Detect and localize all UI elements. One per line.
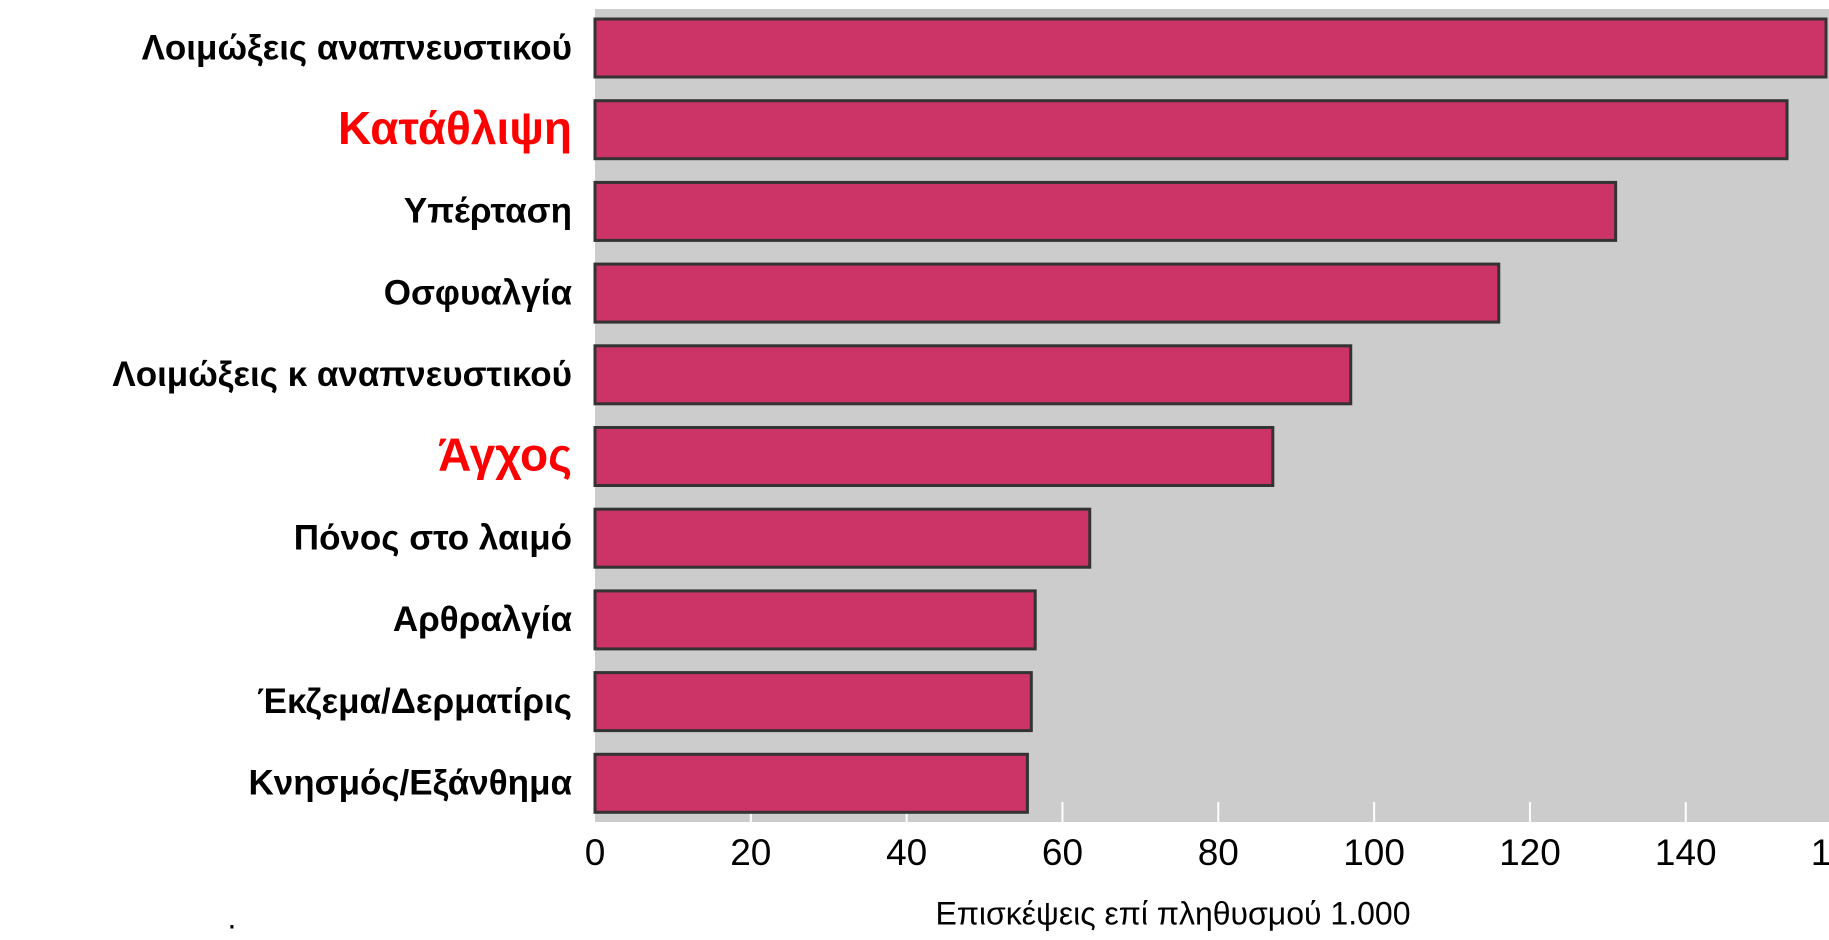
x-axis-title: Επισκέψεις επί πληθυσμού 1.000 [935, 895, 1410, 931]
bar [593, 99, 1789, 161]
bar [593, 180, 1618, 242]
x-tick-label: 80 [1198, 832, 1239, 873]
y-tick-label: Λοιμώξεις αναπνευστικού [142, 28, 572, 67]
x-tick-label: 120 [1499, 832, 1561, 873]
y-tick-label: Αρθραλγία [393, 600, 573, 639]
bar [593, 752, 1029, 814]
x-tick-label: 40 [886, 832, 927, 873]
bar [593, 671, 1033, 733]
x-tick-label: 60 [1042, 832, 1083, 873]
bar [593, 426, 1275, 487]
y-tick-label: Λοιμώξεις κ αναπνευστικού [112, 355, 572, 394]
y-tick-label: Οσφυαλγία [384, 273, 573, 312]
bar [593, 589, 1037, 651]
x-tick-label: 160 [1811, 832, 1829, 873]
y-tick-label: Πόνος στο λαιμό [294, 518, 572, 557]
y-tick-label: Έκζεμα/Δερματίρις [257, 682, 572, 721]
y-tick-label: Κατάθλιψη [338, 102, 572, 154]
bar [593, 507, 1092, 569]
x-tick-label: 0 [585, 832, 606, 873]
bar [593, 17, 1828, 79]
y-tick-label: Υπέρταση [404, 192, 572, 231]
annotation: . [228, 899, 237, 935]
bar [593, 344, 1353, 406]
y-tick-label: Κνησμός/Εξάνθημα [249, 764, 573, 803]
x-tick-label: 100 [1343, 832, 1405, 873]
x-tick-label: 20 [730, 832, 771, 873]
bar [593, 262, 1501, 324]
x-tick-label: 140 [1655, 832, 1717, 873]
y-tick-label: Άγχος [438, 429, 572, 481]
